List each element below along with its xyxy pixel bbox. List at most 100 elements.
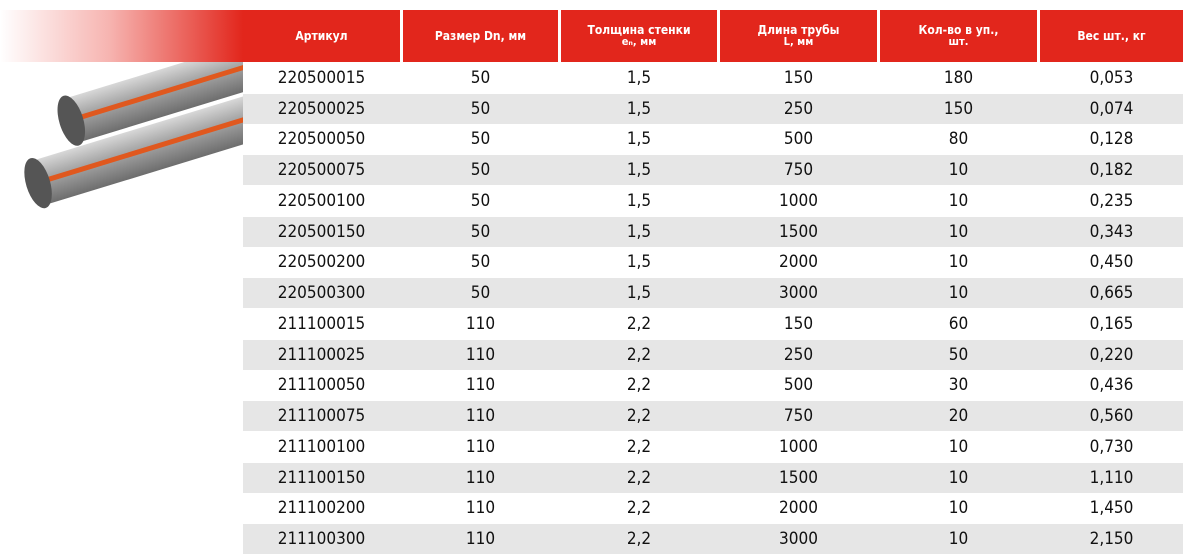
table-cell: 0,450 <box>1040 248 1183 278</box>
table-cell: 10 <box>880 463 1037 493</box>
table-cell: 500 <box>720 371 877 401</box>
table-cell: 1,5 <box>561 63 717 93</box>
table-cell: 211100300 <box>243 524 400 554</box>
table-cell: 0,436 <box>1040 371 1183 401</box>
table-cell: 110 <box>403 401 558 431</box>
table-cell: 211100150 <box>243 463 400 493</box>
header-cell: Толщина стенкиeₙ, мм <box>561 10 717 62</box>
table-cell: 0,730 <box>1040 432 1183 462</box>
table-cell: 150 <box>880 94 1037 124</box>
table-cell: 50 <box>403 125 558 155</box>
table-cell: 2000 <box>720 494 877 524</box>
table-cell: 110 <box>403 340 558 370</box>
table-cell: 110 <box>403 309 558 339</box>
table-cell: 220500015 <box>243 63 400 93</box>
table-cell: 1,5 <box>561 278 717 308</box>
table-row: 2111001501102,21500101,110 <box>243 462 1183 493</box>
table-cell: 220500025 <box>243 94 400 124</box>
table-cell: 60 <box>880 309 1037 339</box>
table-cell: 211100200 <box>243 494 400 524</box>
table-cell: 30 <box>880 371 1037 401</box>
table-cell: 10 <box>880 494 1037 524</box>
table-cell: 20 <box>880 401 1037 431</box>
header-cell: Кол-во в уп.,шт. <box>880 10 1037 62</box>
table-cell: 2,2 <box>561 340 717 370</box>
table-cell: 50 <box>880 340 1037 370</box>
table-cell: 180 <box>880 63 1037 93</box>
table-cell: 1,5 <box>561 155 717 185</box>
table-cell: 2000 <box>720 248 877 278</box>
table-cell: 211100075 <box>243 401 400 431</box>
table-cell: 211100100 <box>243 432 400 462</box>
table-cell: 10 <box>880 524 1037 554</box>
page: Артикул Размер Dn, мм Толщина стенкиeₙ, мм… <box>0 0 1193 554</box>
table-cell: 50 <box>403 278 558 308</box>
table-cell: 1000 <box>720 186 877 216</box>
table-cell: 1,450 <box>1040 494 1183 524</box>
table-cell: 750 <box>720 155 877 185</box>
table-cell: 220500075 <box>243 155 400 185</box>
table-cell: 220500050 <box>243 125 400 155</box>
table-cell: 0,220 <box>1040 340 1183 370</box>
table-cell: 1,5 <box>561 94 717 124</box>
header-text: eₙ, мм <box>622 36 657 48</box>
table-cell: 1500 <box>720 463 877 493</box>
table-cell: 1000 <box>720 432 877 462</box>
header-text: L, мм <box>784 36 814 48</box>
table-row: 2111000751102,2750200,560 <box>243 400 1183 431</box>
header-text: шт. <box>948 36 968 48</box>
table-cell: 10 <box>880 278 1037 308</box>
table-cell: 10 <box>880 155 1037 185</box>
header-cell: Длина трубыL, мм <box>720 10 877 62</box>
table-cell: 2,2 <box>561 524 717 554</box>
table-cell: 50 <box>403 248 558 278</box>
table-cell: 0,665 <box>1040 278 1183 308</box>
table-cell: 50 <box>403 186 558 216</box>
table-cell: 211100015 <box>243 309 400 339</box>
table-cell: 50 <box>403 94 558 124</box>
table-cell: 250 <box>720 340 877 370</box>
table-cell: 220500200 <box>243 248 400 278</box>
table-cell: 0,165 <box>1040 309 1183 339</box>
table-cell: 110 <box>403 524 558 554</box>
table-cell: 80 <box>880 125 1037 155</box>
table-cell: 0,074 <box>1040 94 1183 124</box>
table-cell: 2,2 <box>561 371 717 401</box>
table-cell: 1500 <box>720 217 877 247</box>
table-cell: 0,053 <box>1040 63 1183 93</box>
table-cell: 10 <box>880 248 1037 278</box>
table-cell: 1,5 <box>561 248 717 278</box>
table-cell: 150 <box>720 63 877 93</box>
table-cell: 1,5 <box>561 186 717 216</box>
table-cell: 250 <box>720 94 877 124</box>
header-text: Артикул <box>295 30 347 42</box>
table-cell: 10 <box>880 186 1037 216</box>
header-cell: Размер Dn, мм <box>403 10 558 62</box>
header-cell: Артикул <box>243 10 400 62</box>
table-cell: 0,343 <box>1040 217 1183 247</box>
table-cell: 110 <box>403 371 558 401</box>
table-cell: 0,128 <box>1040 125 1183 155</box>
table-cell: 50 <box>403 155 558 185</box>
table-cell: 1,5 <box>561 125 717 155</box>
table-cell: 0,235 <box>1040 186 1183 216</box>
table-cell: 2,2 <box>561 463 717 493</box>
table-cell: 110 <box>403 463 558 493</box>
table-cell: 3000 <box>720 278 877 308</box>
header-text: Размер Dn, мм <box>435 30 526 42</box>
header-cell: Вес шт., кг <box>1040 10 1183 62</box>
pipe-image <box>8 62 244 222</box>
table-cell: 211100025 <box>243 340 400 370</box>
